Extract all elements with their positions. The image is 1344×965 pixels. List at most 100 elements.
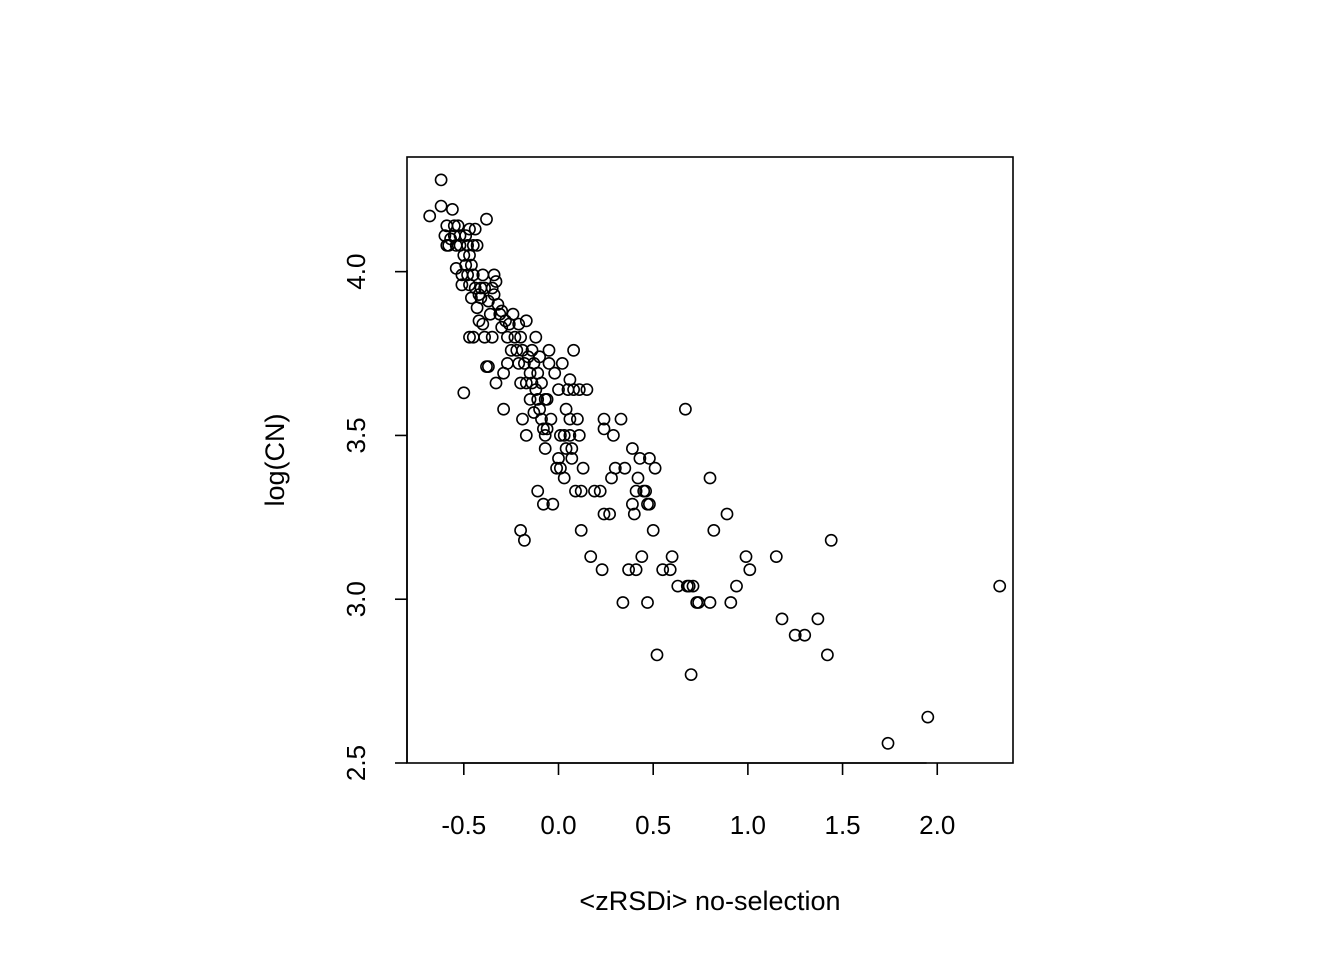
y-axis: 2.5 3.0 3.5 4.0 — [341, 254, 408, 781]
data-points — [423, 173, 1007, 750]
data-point — [769, 550, 783, 563]
data-point — [686, 579, 700, 593]
data-point — [565, 451, 579, 465]
data-point — [572, 428, 586, 442]
data-point — [557, 471, 571, 485]
data-point — [633, 451, 647, 465]
data-point — [518, 356, 531, 370]
data-point — [811, 612, 825, 626]
data-point — [597, 412, 611, 426]
data-point — [603, 507, 616, 521]
data-point — [576, 461, 590, 475]
data-point — [464, 258, 478, 272]
data-point — [595, 563, 609, 577]
data-point — [538, 428, 552, 442]
x-axis: -0.5 0.0 0.5 1.0 1.5 2.0 — [441, 762, 955, 840]
data-point — [552, 383, 565, 396]
data-point — [730, 579, 743, 593]
data-point — [483, 307, 497, 321]
data-point — [546, 497, 560, 511]
data-point — [569, 484, 582, 498]
data-point — [508, 330, 522, 344]
data-point — [500, 330, 514, 344]
data-point — [720, 507, 734, 521]
data-point — [542, 356, 556, 370]
y-tick-label: 4.0 — [341, 254, 371, 290]
data-point — [485, 281, 499, 295]
data-point — [552, 451, 565, 465]
x-tick-label: 0.0 — [540, 810, 576, 840]
data-point — [559, 442, 573, 455]
data-point — [643, 451, 656, 465]
data-point — [824, 533, 838, 547]
data-point — [616, 596, 630, 609]
data-point — [572, 383, 586, 396]
data-point — [525, 343, 539, 357]
data-point — [571, 412, 584, 426]
data-point — [447, 219, 461, 233]
x-axis-label: <zRSDi> no-selection — [579, 886, 840, 916]
data-point — [574, 484, 588, 498]
data-point — [629, 563, 643, 577]
data-point — [641, 596, 654, 609]
data-point — [627, 507, 641, 521]
data-point — [665, 550, 679, 563]
data-point — [540, 392, 554, 406]
data-point — [648, 461, 662, 475]
data-point — [567, 383, 580, 396]
data-point — [679, 402, 692, 416]
data-point — [608, 461, 622, 475]
data-point — [548, 366, 562, 380]
data-point — [597, 507, 611, 521]
data-point — [550, 461, 563, 475]
data-point — [584, 550, 598, 563]
data-point — [788, 628, 802, 642]
data-point — [489, 275, 503, 288]
data-point — [518, 533, 531, 547]
data-point — [481, 360, 495, 373]
data-point — [821, 648, 834, 662]
data-point — [626, 442, 639, 455]
data-point — [497, 402, 510, 416]
x-tick-label: 1.5 — [824, 810, 860, 840]
data-point — [743, 563, 757, 577]
data-point — [466, 268, 480, 282]
data-point — [639, 484, 652, 498]
data-point — [563, 428, 577, 442]
data-point — [523, 392, 537, 406]
data-point — [478, 281, 491, 295]
data-point — [535, 412, 548, 426]
data-point — [485, 330, 499, 344]
data-point — [703, 471, 717, 485]
data-point — [567, 343, 580, 357]
data-point — [451, 219, 465, 233]
data-point — [512, 317, 526, 331]
data-point — [453, 229, 467, 242]
data-point — [663, 563, 677, 577]
data-point — [646, 524, 660, 537]
data-point — [463, 222, 476, 236]
y-tick-label: 3.5 — [341, 417, 371, 453]
data-point — [489, 376, 503, 390]
data-point — [519, 314, 533, 328]
data-point — [466, 238, 480, 252]
data-point — [635, 550, 649, 563]
x-tick-label: 2.0 — [919, 810, 955, 840]
data-point — [472, 314, 486, 328]
data-point — [434, 173, 448, 187]
data-point — [574, 524, 588, 537]
data-point — [480, 212, 493, 226]
data-point — [724, 596, 738, 609]
data-point — [993, 579, 1007, 593]
data-point — [533, 350, 546, 364]
x-tick-label: -0.5 — [441, 810, 486, 840]
data-point — [538, 442, 552, 455]
x-tick-label: 1.0 — [730, 810, 766, 840]
data-point — [476, 317, 490, 331]
data-point — [618, 461, 632, 475]
data-point — [684, 668, 698, 681]
data-point — [537, 422, 550, 436]
data-point — [565, 442, 579, 455]
